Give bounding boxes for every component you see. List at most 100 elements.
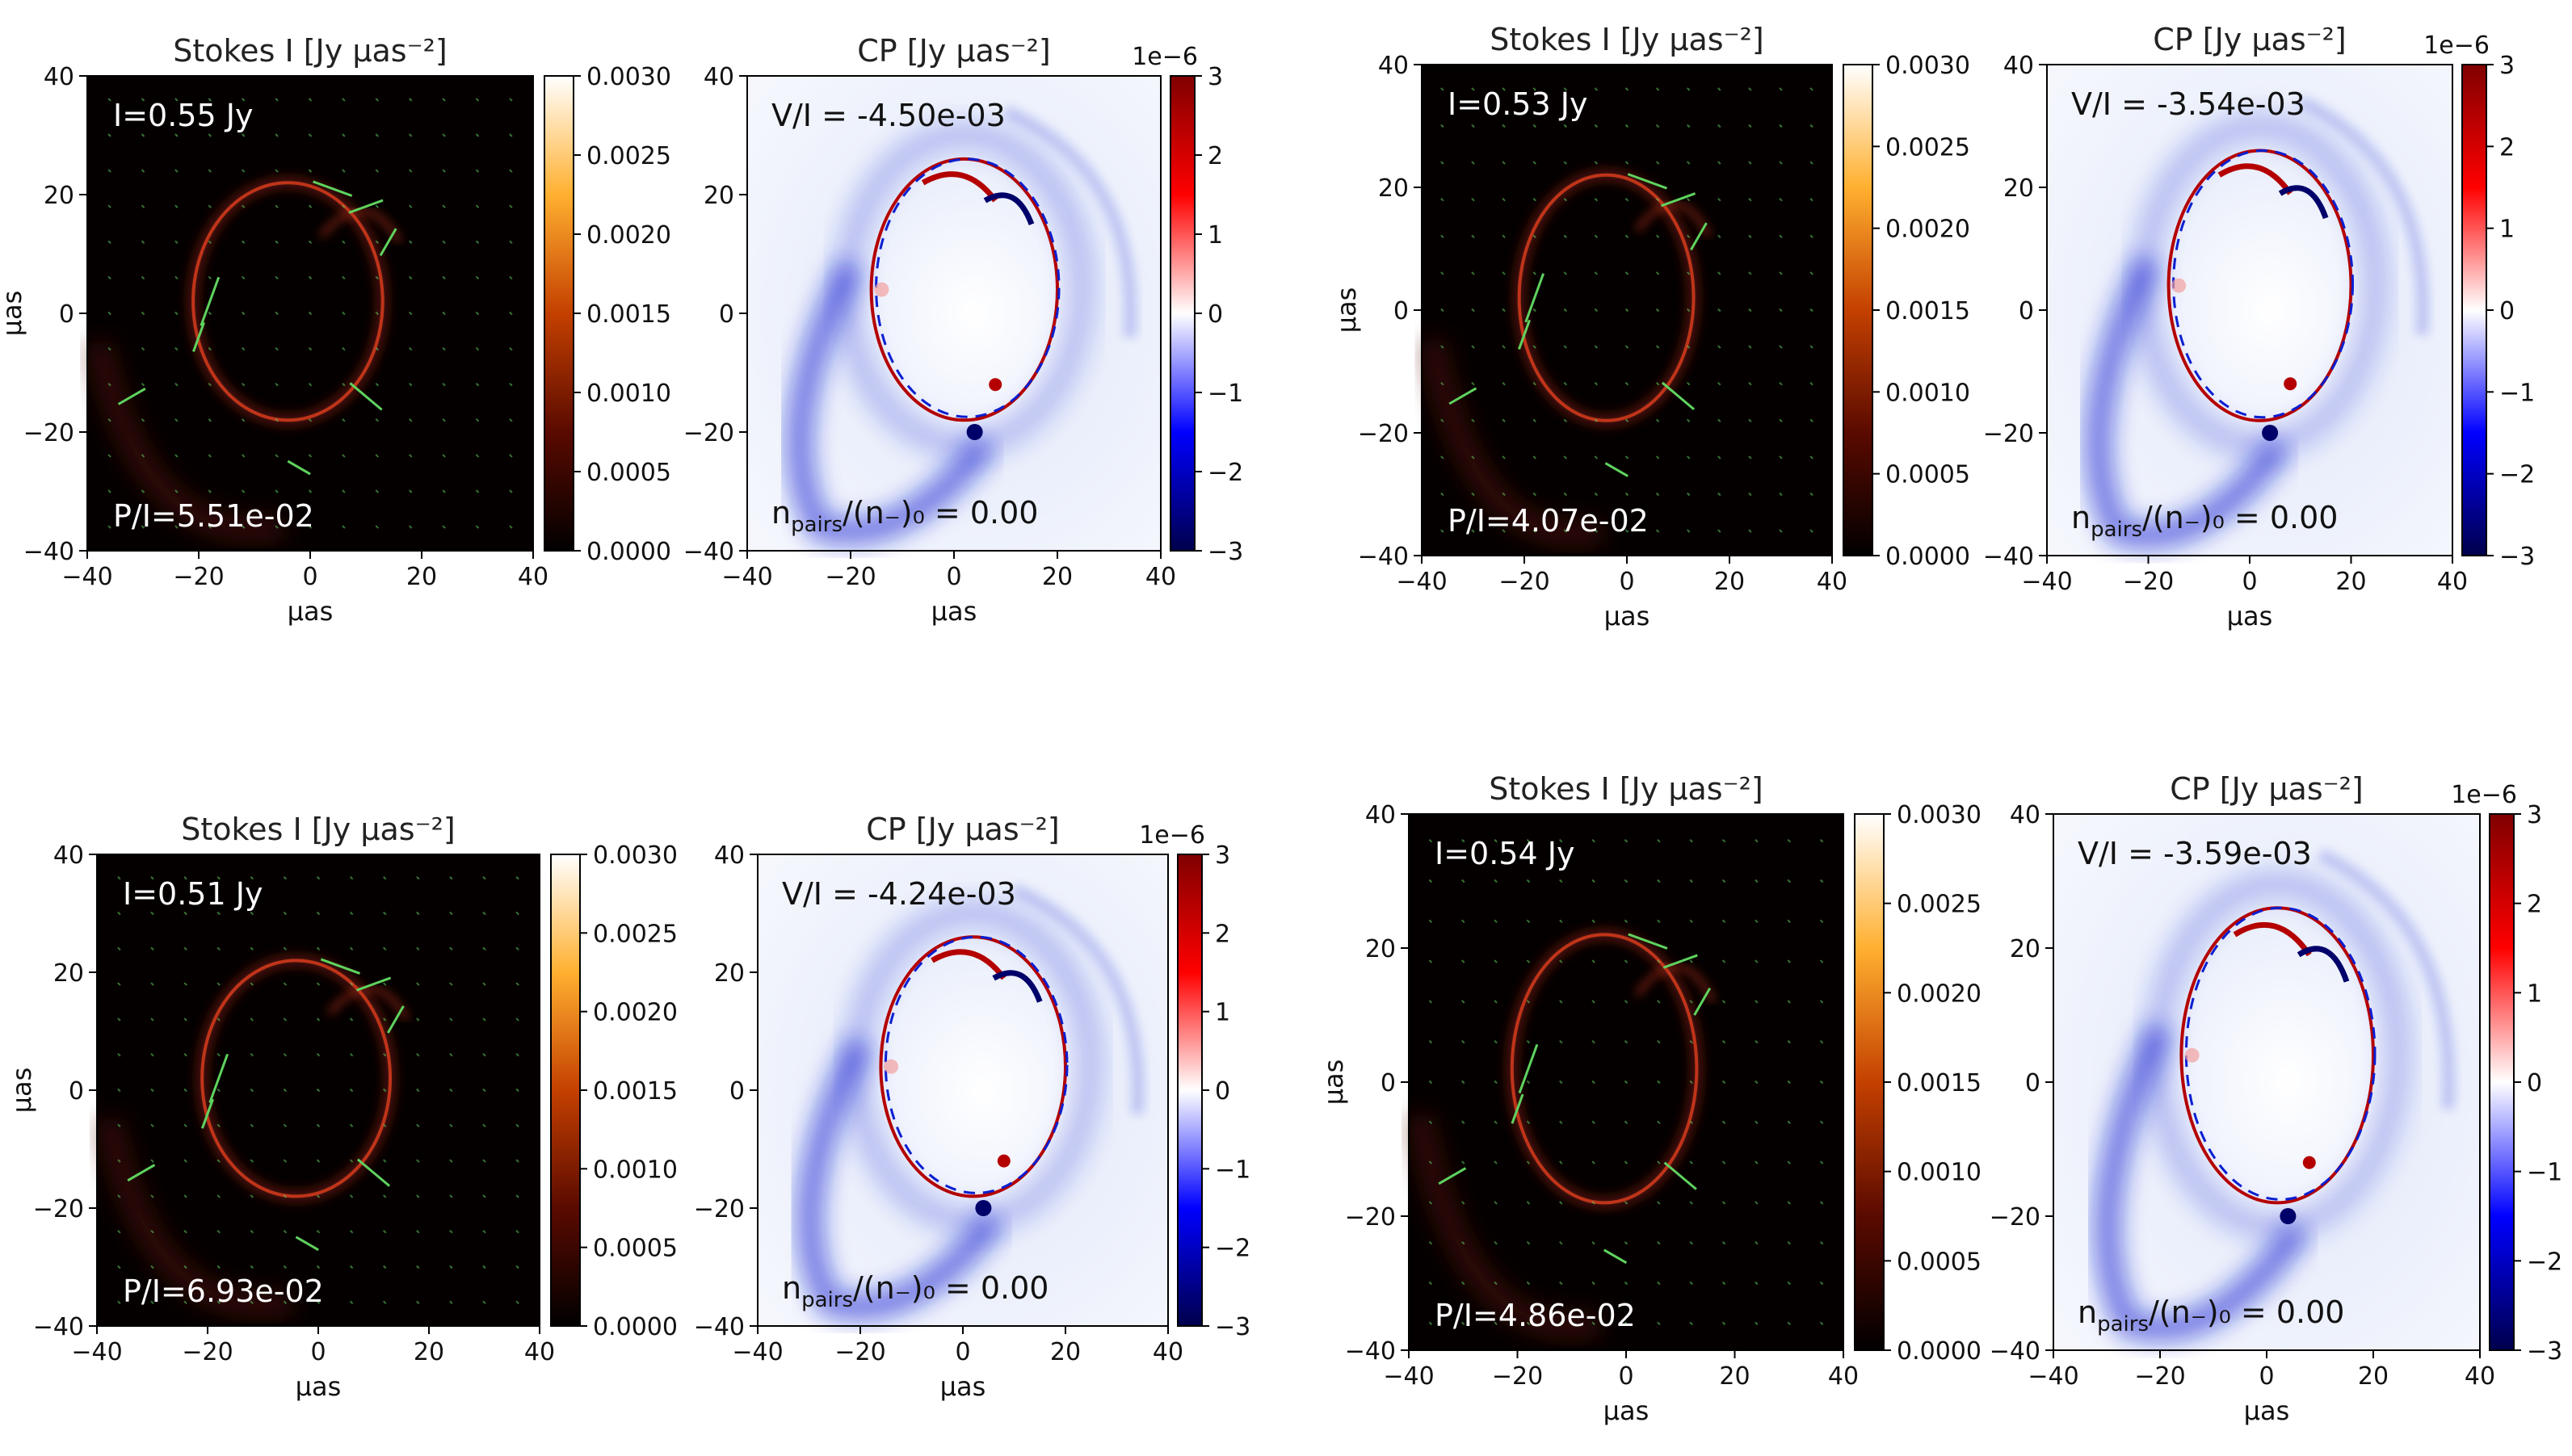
- panel-bottom-right-cp-xtick-label: 40: [2465, 1362, 2495, 1391]
- panel-top-left-evpa-dot: [442, 454, 446, 458]
- panel-bottom-left-stokes-xtick-label: 40: [524, 1338, 555, 1366]
- panel-top-left-evpa-tick: [349, 382, 383, 411]
- panel-bottom-left-evpa-dot: [216, 1159, 221, 1163]
- panel-top-left-evpa-dot: [475, 525, 480, 529]
- panel-top-left-stokes-colorbar-label: 0.0000: [586, 538, 671, 566]
- panel-top-left-evpa-dot: [241, 525, 246, 529]
- panel-bottom-right-evpa-dot: [1461, 879, 1465, 883]
- panel-bottom-right-evpa-dot: [1755, 1080, 1759, 1085]
- panel-bottom-right-cp-ytick-label: −20: [1990, 1203, 2040, 1232]
- panel-top-right-evpa-dot: [1686, 234, 1691, 239]
- panel-bottom-right-cp-ytick-label: −40: [1990, 1337, 2040, 1366]
- panel-top-right-evpa-dot: [1532, 381, 1536, 386]
- panel-bottom-right-evpa-dot: [1591, 1000, 1595, 1004]
- panel-top-right-evpa-dot: [1748, 492, 1752, 497]
- panel-top-right-evpa-dot: [1686, 345, 1691, 349]
- panel-top-left-evpa-dot: [275, 418, 279, 422]
- panel-top-left-evpa-dot: [141, 133, 145, 137]
- panel-top-right-evpa-dot: [1563, 197, 1568, 202]
- panel-bottom-right-stokes-title: Stokes I [Jy μas⁻²]: [1489, 771, 1763, 807]
- panel-bottom-right-evpa-dot: [1624, 919, 1629, 924]
- panel-top-left-stokes-diffuse: [86, 340, 285, 542]
- panel-bottom-right-evpa-dot: [1428, 1321, 1433, 1326]
- panel-top-right-evpa-dot: [1809, 381, 1813, 386]
- panel-bottom-left-cp-ytick-label: 40: [714, 841, 745, 870]
- panel-top-right-evpa-dot: [1594, 418, 1599, 423]
- panel-bottom-right-evpa-dot: [1819, 959, 1824, 963]
- panel-top-right-evpa-dot: [1686, 418, 1691, 423]
- panel-bottom-left-cp-circular-pol: V/I = -4.24e-03: [782, 876, 1016, 912]
- panel-bottom-left-evpa-dot: [183, 1194, 187, 1198]
- panel-bottom-right-evpa-dot: [1819, 1160, 1824, 1164]
- panel-bottom-left-stokes-colorbar-label: 0.0005: [593, 1235, 678, 1263]
- panel-bottom-right-evpa-dot: [1755, 1240, 1759, 1245]
- panel-bottom-left-cp-ytick-label: 20: [714, 959, 745, 988]
- panel-bottom-left-cp-colorbar-label: 3: [1215, 841, 1230, 870]
- panel-bottom-right-evpa-dot: [1428, 1201, 1433, 1205]
- panel-top-left-evpa-dot: [208, 418, 212, 422]
- panel-bottom-left-stokes-colorbar-label: 0.0025: [593, 920, 678, 948]
- panel-top-right-stokes-colorbar-label: 0.0025: [1885, 133, 1970, 162]
- panel-bottom-right-cp-colorbar-label: −2: [2527, 1248, 2562, 1276]
- panel-bottom-left-stokes-ring: [200, 959, 393, 1198]
- panel-bottom-left-evpa-dot: [349, 1018, 354, 1022]
- panel-bottom-right-evpa-dot: [1721, 1321, 1726, 1326]
- panel-bottom-left-evpa-dot: [416, 982, 420, 986]
- panel-bottom-left-evpa-dot: [183, 1018, 187, 1022]
- panel-top-right-evpa-dot: [1502, 308, 1506, 313]
- panel-bottom-right-evpa-dot: [1755, 879, 1759, 883]
- panel-bottom-left-evpa-dot: [449, 1018, 453, 1022]
- panel-top-right-cp-ytick-label: −40: [1983, 543, 2034, 571]
- panel-top-right-cp-spot-red: [2284, 377, 2297, 391]
- panel-bottom-right-evpa-dot: [1689, 1281, 1693, 1286]
- panel-bottom-left-evpa-dot: [283, 1159, 288, 1163]
- panel-bottom-right-evpa-dot: [1559, 1240, 1563, 1245]
- panel-top-right-evpa-dot: [1809, 345, 1813, 349]
- panel-top-left-stokes-xtick-label: 0: [302, 563, 317, 591]
- panel-bottom-right-cp-circular-pol: V/I = -3.59e-03: [2078, 836, 2312, 871]
- panel-top-left-evpa-dot: [275, 169, 279, 173]
- panel-top-right-evpa-dot: [1779, 124, 1783, 128]
- panel-bottom-right-evpa-dot: [1624, 1240, 1629, 1245]
- panel-top-left-stokes-colorbar-label: 0.0020: [586, 221, 671, 250]
- panel-top-right-evpa-dot: [1809, 308, 1813, 313]
- panel-bottom-right-evpa-dot: [1428, 1281, 1433, 1286]
- panel-top-right-evpa-tick: [1448, 387, 1477, 405]
- panel-top-right-evpa-tick: [1604, 462, 1629, 477]
- panel-top-right-stokes-flux: I=0.53 Jy: [1448, 86, 1587, 122]
- panel-bottom-left-cp-ytick-label: −40: [694, 1313, 745, 1341]
- panel-top-right-evpa-dot: [1471, 418, 1475, 423]
- panel-bottom-left-evpa-dot: [416, 1018, 420, 1022]
- panel-bottom-right-evpa-dot: [1526, 1321, 1531, 1326]
- panel-top-left-evpa-dot: [107, 418, 111, 422]
- panel-bottom-right-evpa-dot: [1494, 1201, 1498, 1205]
- panel-top-right-evpa-dot: [1748, 418, 1752, 423]
- panel-top-left-evpa-dot: [475, 311, 480, 316]
- panel-top-right-evpa-dot: [1686, 529, 1691, 533]
- panel-top-right-evpa-dot: [1440, 492, 1444, 497]
- panel-bottom-left-stokes-diffuse: [96, 1117, 293, 1317]
- panel-bottom-left-cp-xtick-label: −20: [834, 1338, 885, 1366]
- panel-top-right-evpa-dot: [1748, 197, 1752, 202]
- panel-top-right-evpa-dot: [1440, 345, 1444, 349]
- panel-top-left-evpa-dot: [275, 133, 279, 137]
- panel-top-left-cp-xtick-label: 40: [1145, 563, 1176, 591]
- panel-bottom-right-evpa-dot: [1494, 1039, 1498, 1044]
- panel-bottom-right: Stokes I [Jy μas⁻²] I=0.54 Jy P/I=4.86e-02…: [1318, 771, 2562, 1426]
- panel-top-left-evpa-dot: [475, 418, 480, 422]
- panel-top-left-evpa-dot: [275, 346, 279, 351]
- panel-top-right-evpa-dot: [1655, 87, 1660, 91]
- panel-top-left-evpa-dot: [107, 98, 111, 102]
- panel-top-left-evpa-dot: [275, 204, 279, 208]
- panel-bottom-left-evpa-dot: [382, 1018, 387, 1022]
- panel-top-left-evpa-dot: [174, 98, 179, 102]
- panel-bottom-left-evpa-dot: [250, 946, 254, 951]
- panel-bottom-right-evpa-dot: [1494, 919, 1498, 924]
- panel-bottom-right-evpa-dot: [1787, 838, 1791, 843]
- panel-bottom-left-stokes-flux: I=0.51 Jy: [123, 876, 263, 912]
- panel-bottom-right-cp-colorbar-label: 1: [2527, 980, 2542, 1008]
- panel-top-right-evpa-dot: [1440, 381, 1444, 386]
- panel-top-right-evpa-dot: [1779, 271, 1783, 275]
- panel-bottom-right-evpa-dot: [1461, 959, 1465, 963]
- panel-bottom-right-evpa-dot: [1526, 1080, 1531, 1085]
